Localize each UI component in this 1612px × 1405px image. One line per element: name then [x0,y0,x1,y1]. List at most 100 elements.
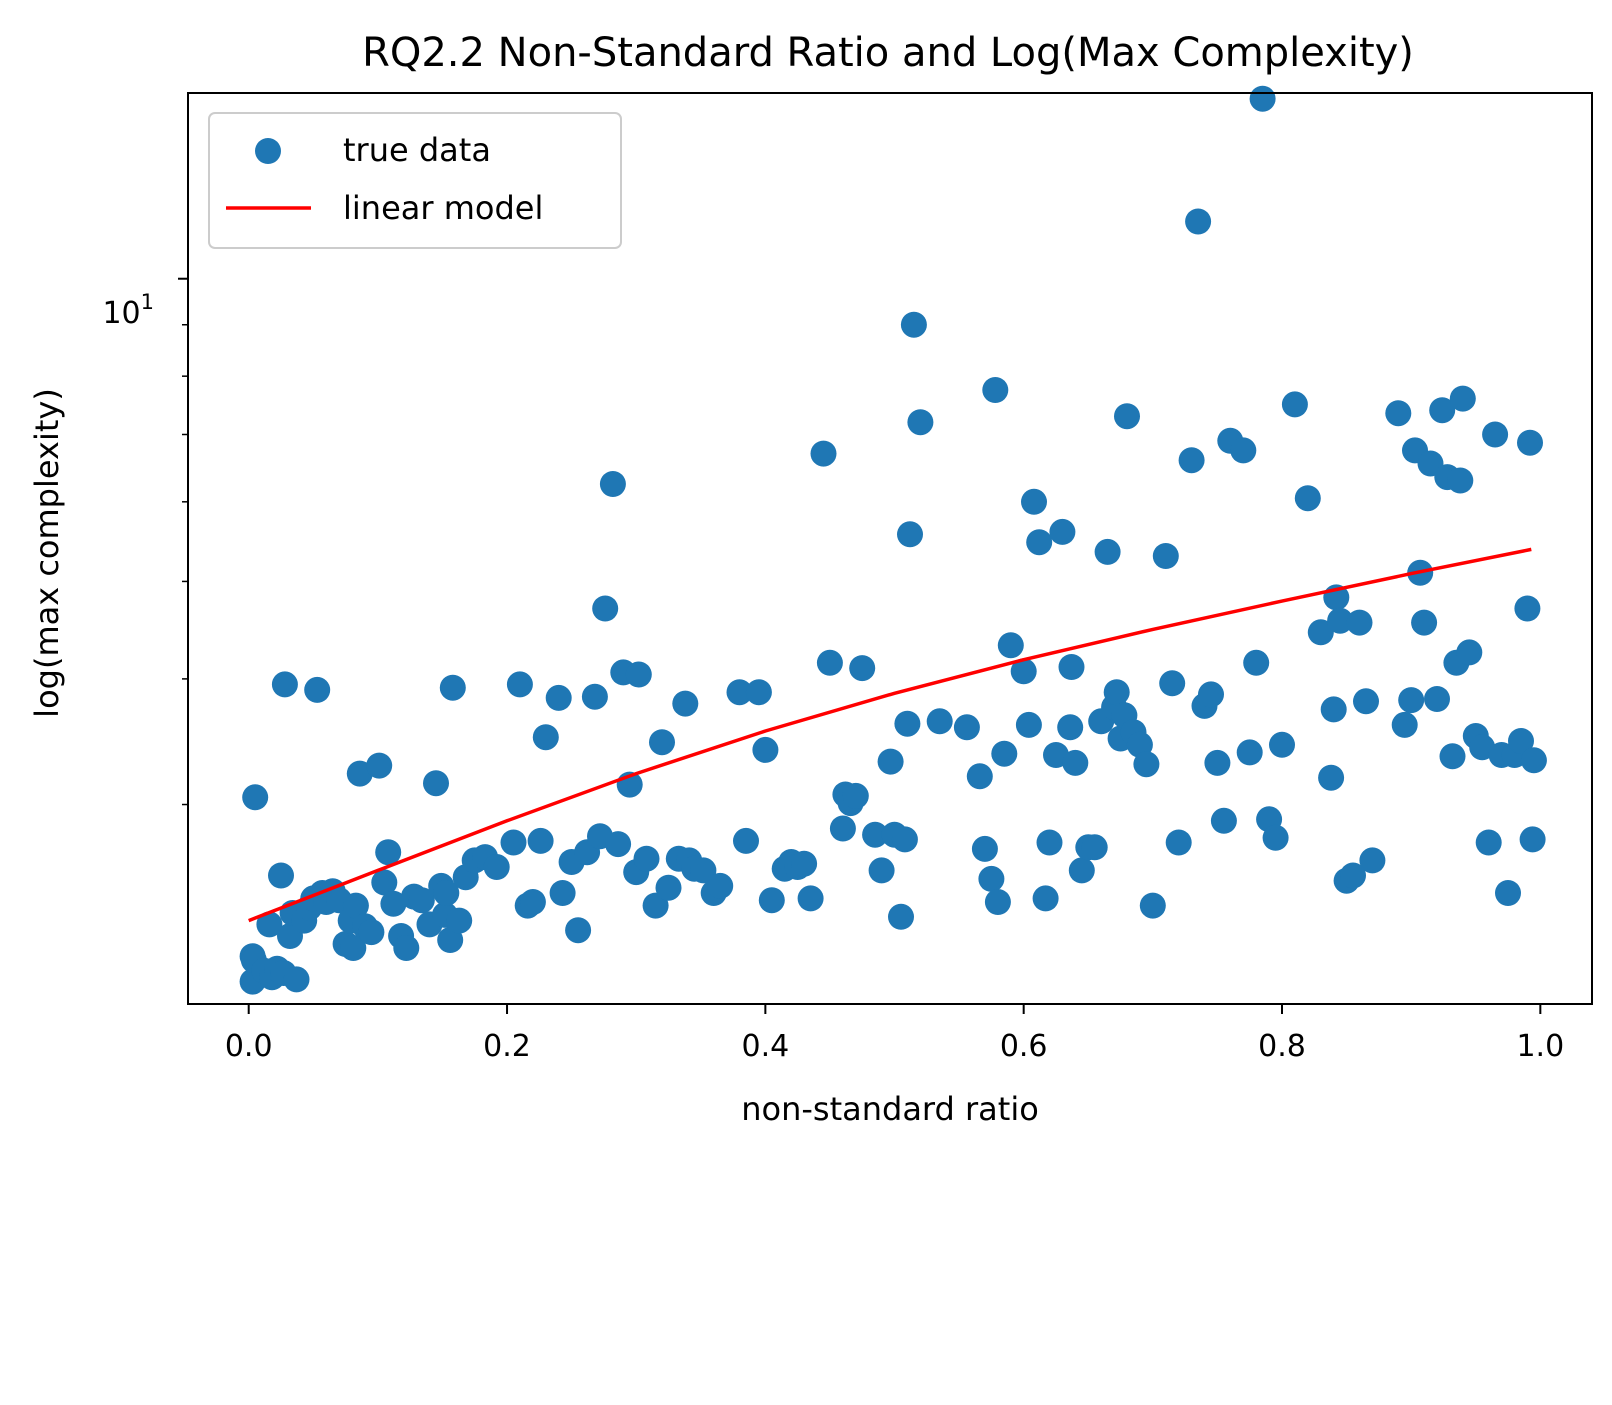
x-tick-label: 0.8 [1258,1029,1306,1064]
data-point [393,935,420,961]
data-point [1081,834,1108,861]
data-point [816,649,843,676]
data-point [519,889,546,915]
data-point [655,874,682,901]
data-point [283,966,310,993]
data-point [1062,749,1089,776]
data-point [1021,488,1047,515]
data-point [1385,400,1412,427]
data-point [423,770,449,797]
data-point [1015,711,1042,738]
data-point [1508,728,1534,754]
data-point [500,829,527,856]
data-point [633,845,660,872]
data-point [1230,437,1257,464]
x-tick-label: 0.2 [483,1029,531,1064]
legend-label-true-data: true data [343,131,491,169]
data-point [1049,518,1076,545]
data-point [642,892,669,919]
data-point [907,409,934,436]
data-point [545,684,572,711]
data-point [1058,654,1085,680]
data-point [982,377,1009,403]
data-point [1456,639,1483,666]
data-point [1262,824,1289,851]
data-point [1482,421,1509,448]
data-point [446,907,473,934]
data-point [733,827,759,854]
data-point [745,679,772,706]
data-point [797,885,824,912]
data-point [978,865,1005,892]
data-point [1391,711,1418,738]
data-point [527,827,554,854]
data-point [358,919,385,946]
x-axis-label: non-standard ratio [741,1090,1039,1128]
x-tick-label: 0.0 [225,1029,273,1064]
data-point [1139,892,1166,919]
data-point [433,880,460,906]
data-point [877,748,904,775]
data-point [1327,607,1354,634]
legend-marker-true-data [255,138,281,164]
data-point [1281,391,1308,418]
data-point [408,887,435,914]
plot-frame [187,92,1593,1005]
data-point [1094,538,1121,565]
data-point [549,880,576,906]
x-tick-label: 1.0 [1516,1029,1564,1064]
data-point [439,674,466,701]
data-point [1517,429,1543,456]
data-point [791,850,818,877]
data-point [849,655,876,682]
data-point [1411,609,1438,636]
legend: true data linear model [208,112,622,249]
data-point [1036,829,1063,856]
data-point [1057,714,1084,741]
data-point [1204,749,1231,776]
data-point [1320,696,1347,723]
data-point [271,671,298,698]
data-point [506,671,533,698]
data-point [1340,862,1366,889]
data-point [268,862,294,889]
data-point [1424,686,1450,712]
data-point [1198,681,1224,708]
x-tick-label: 0.4 [741,1029,789,1064]
data-point [1103,679,1130,706]
data-point [984,889,1011,915]
legend-label-linear-model: linear model [343,189,543,227]
data-point [599,471,626,497]
data-point [1165,829,1192,856]
data-point [926,708,953,735]
x-tick-label: 0.6 [1000,1029,1048,1064]
data-point [1159,670,1186,697]
data-point [953,714,980,741]
chart-title: RQ2.2 Non-Standard Ratio and Log(Max Com… [362,30,1414,76]
data-point [1236,739,1263,766]
data-point [1249,85,1276,112]
y-tick-base: 10 [102,296,140,331]
data-point [1269,731,1295,758]
data-point [483,854,510,880]
x-axis-ticks: 0.0 0.2 0.4 0.6 0.8 1.0 [225,1004,1564,1064]
data-point [581,683,608,710]
data-point [829,815,856,842]
data-point [1449,385,1476,412]
data-point [1398,687,1425,714]
data-point [758,887,785,914]
data-point [1185,208,1212,235]
y-axis-label: log(max complexity) [28,388,66,718]
data-point [891,826,918,853]
data-point [971,835,998,862]
data-point [1294,485,1321,512]
data-point [888,903,914,930]
data-point [868,857,895,884]
data-point [1026,529,1053,556]
data-point [1520,747,1547,774]
legend-box [208,112,622,249]
data-point [1032,885,1059,912]
data-point [1243,649,1270,676]
data-point [437,927,464,953]
